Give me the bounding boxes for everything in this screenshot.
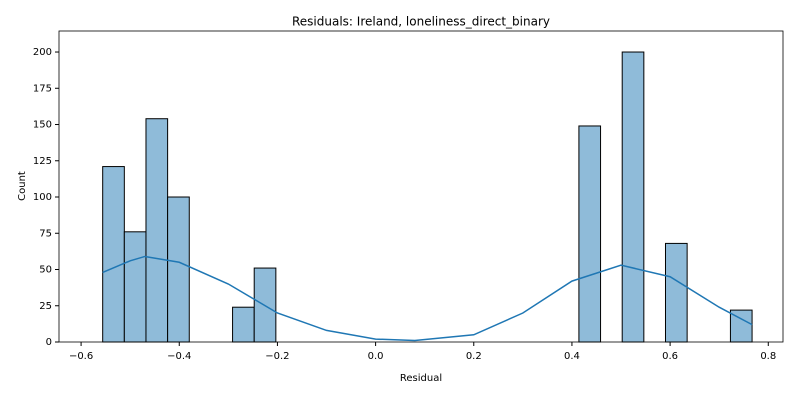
y-tick-label: 0 [46, 337, 52, 348]
x-tick-label: 0.6 [662, 351, 678, 362]
x-tick-label: 0.4 [564, 351, 580, 362]
bar [664, 242, 688, 343]
y-tick-label: 125 [33, 156, 52, 167]
x-tick-label: 0.0 [368, 351, 384, 362]
bar [123, 231, 147, 343]
kde-line [102, 255, 753, 342]
x-tick-label: 0.2 [466, 351, 482, 362]
chart-title: Residuals: Ireland, loneliness_direct_bi… [292, 15, 550, 29]
plot-frame [58, 30, 784, 343]
y-tick-label: 75 [39, 228, 52, 239]
y-tick-label: 200 [33, 47, 52, 58]
y-tick-label: 50 [39, 265, 52, 276]
y-tick-label: 175 [33, 83, 52, 94]
x-tick-label: 0.8 [760, 351, 776, 362]
x-axis-label: Residual [400, 373, 442, 384]
y-tick-label: 100 [33, 192, 52, 203]
bar [145, 118, 169, 343]
bar [167, 196, 190, 343]
y-axis-label: Count [17, 171, 28, 201]
bar [232, 306, 255, 343]
y-tick-label: 150 [33, 120, 52, 131]
x-tick-label: −0.2 [265, 351, 289, 362]
bar [578, 125, 602, 343]
bar [102, 166, 125, 343]
y-tick-label: 25 [39, 301, 52, 312]
x-tick-label: −0.4 [167, 351, 191, 362]
bar [621, 51, 645, 343]
x-tick-label: −0.6 [69, 351, 93, 362]
